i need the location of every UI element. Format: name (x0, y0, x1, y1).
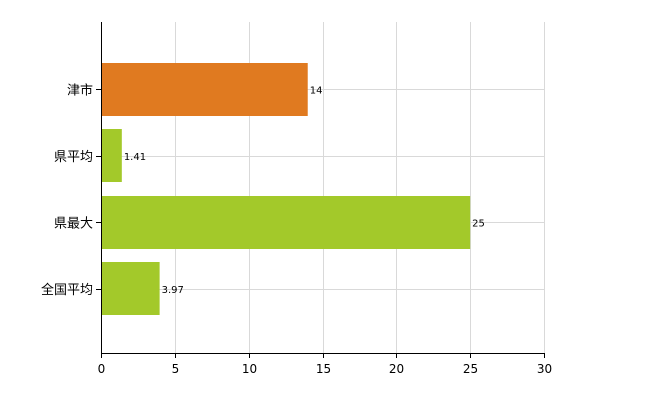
bar (101, 196, 471, 249)
bar-layer (101, 63, 471, 315)
data-label: 25 (472, 218, 485, 229)
x-tick-label: 25 (463, 362, 478, 376)
x-tick-label: 0 (98, 362, 106, 376)
bar (101, 129, 122, 182)
axis-layer (96, 22, 545, 358)
bar (101, 262, 160, 315)
category-label: 津市 (67, 82, 93, 98)
bar (101, 63, 308, 116)
data-label: 3.97 (162, 285, 184, 296)
category-label: 県最大 (54, 216, 93, 231)
data-label: 1.41 (124, 152, 146, 163)
category-label: 県平均 (54, 150, 93, 165)
x-tick-label: 30 (537, 362, 552, 376)
x-tick-label: 5 (172, 362, 180, 376)
category-label: 全国平均 (41, 282, 93, 298)
x-tick-label: 20 (389, 362, 404, 376)
x-tick-label: 15 (316, 362, 331, 376)
label-layer: 0 5 10 15 20 25 30 津市 14 県平均 1.41 県最大 25 全国平均 3.97 (41, 82, 552, 376)
x-tick-label: 10 (242, 362, 257, 376)
data-label: 14 (310, 85, 323, 96)
